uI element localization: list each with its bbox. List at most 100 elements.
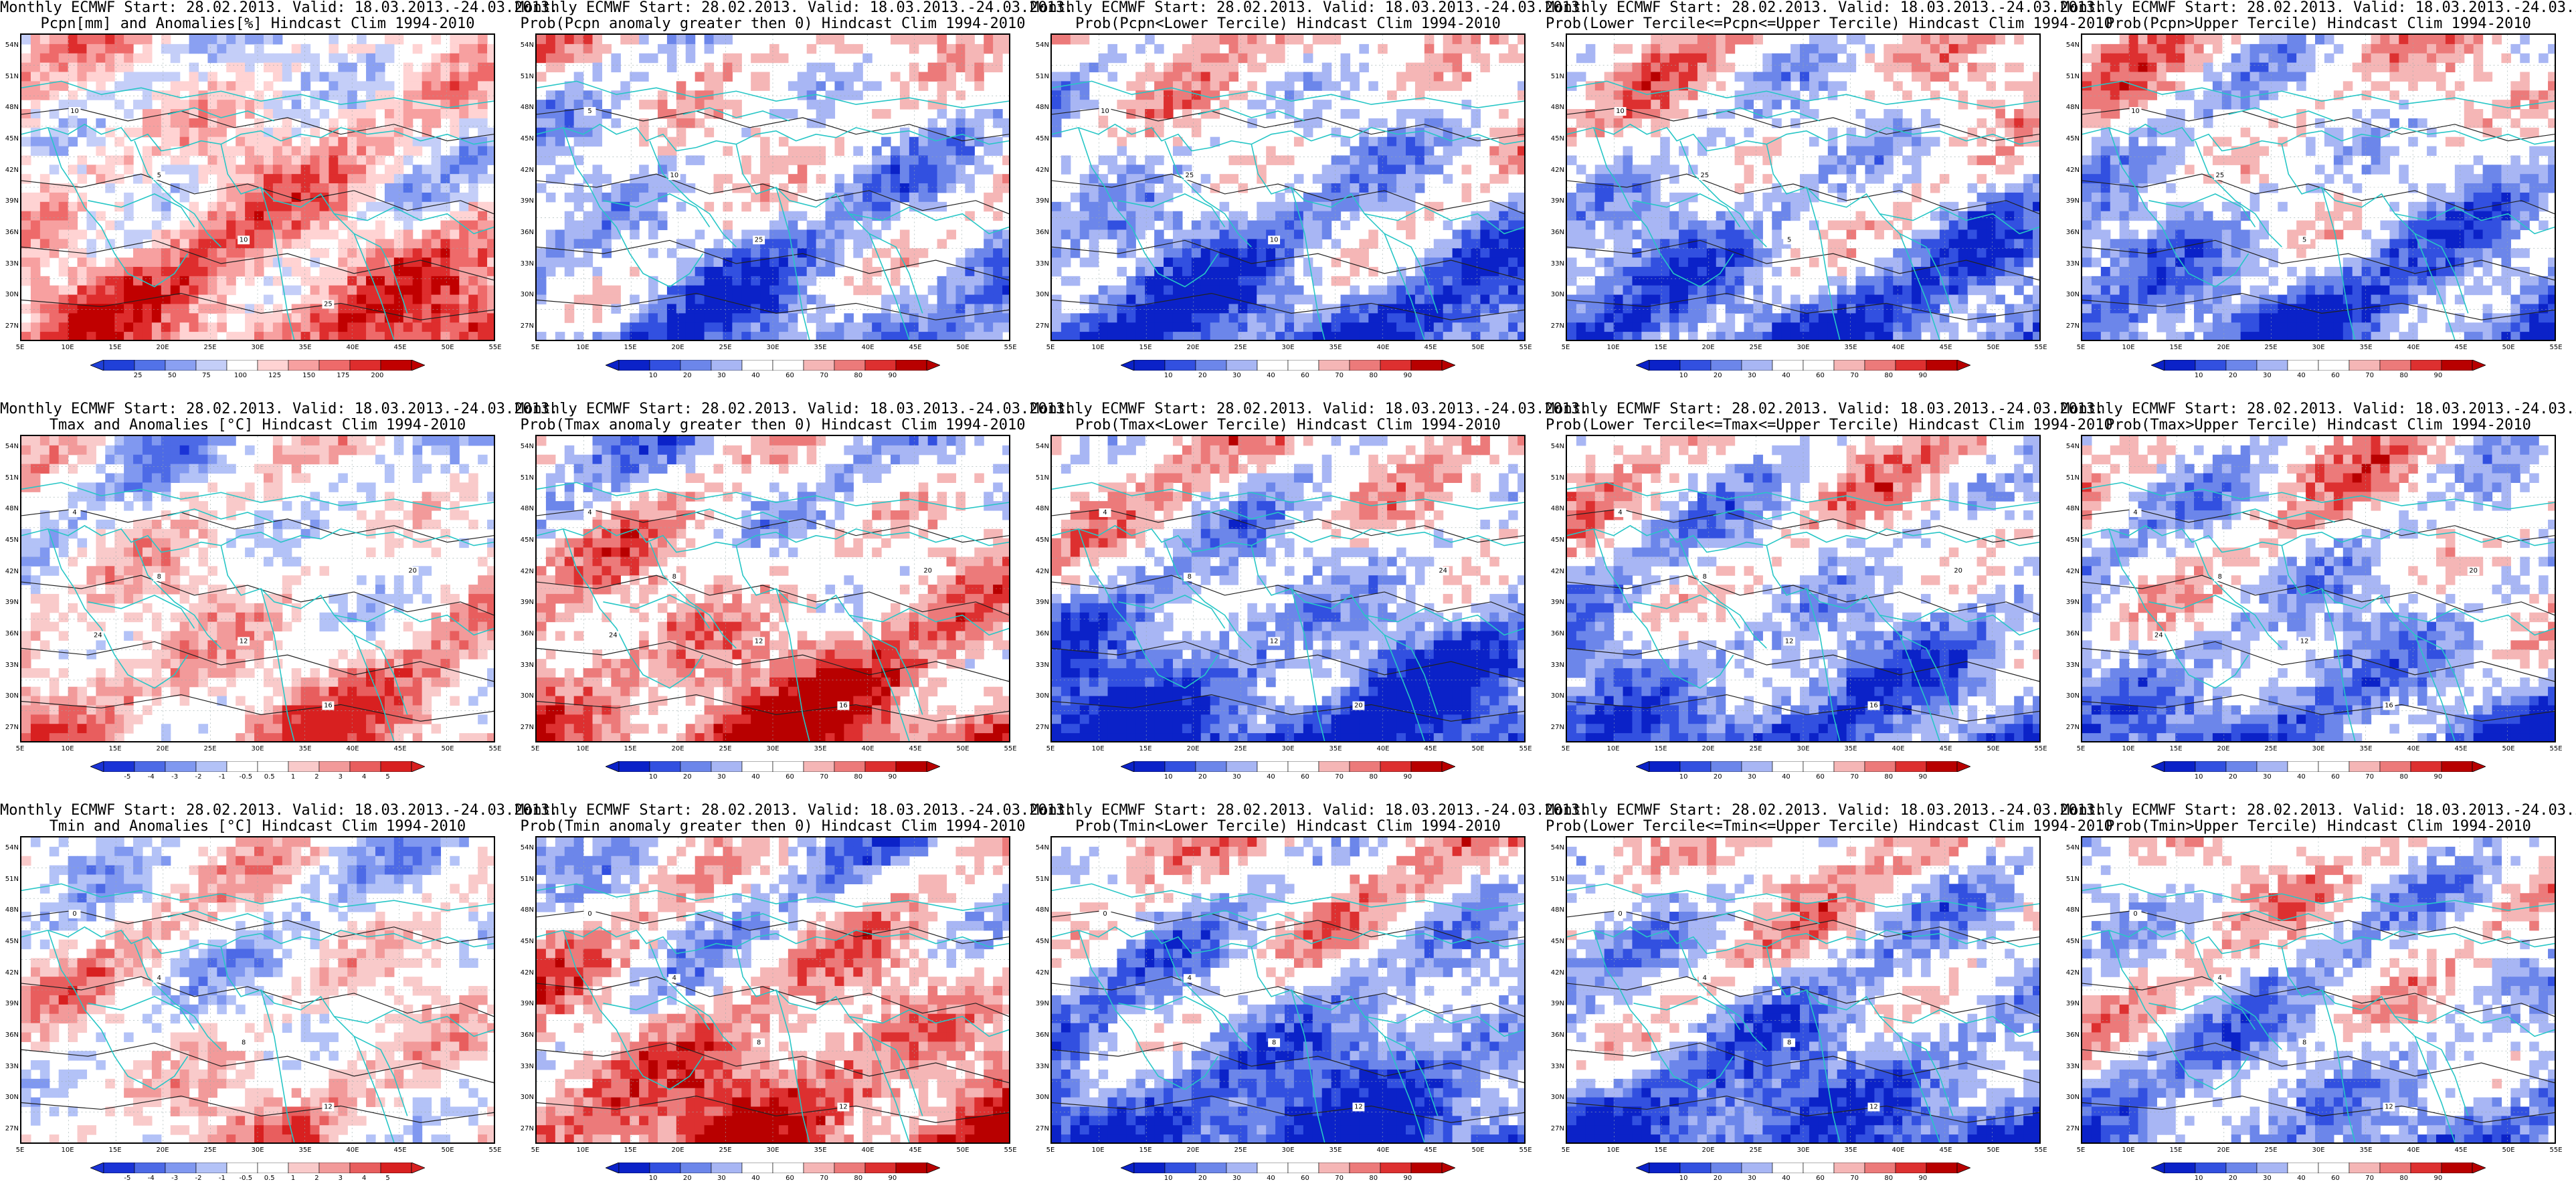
colorbar-tick-label: 3 [338, 773, 343, 781]
lon-tick-label: 50E [441, 745, 454, 752]
lat-tick-label: 36N [520, 1031, 534, 1039]
lat-tick-label: 30N [1035, 291, 1049, 299]
lat-tick-label: 39N [2065, 599, 2080, 607]
field-shading: 10 25 10 [1052, 35, 1524, 340]
lat-tick-label: 42N [2065, 166, 2080, 174]
lon-tick-label: 10E [2122, 745, 2135, 752]
colorbar-tick-label: 20 [1713, 773, 1722, 781]
lat-tick-label: 48N [520, 104, 534, 112]
colorbar-tick-label: 20 [1198, 773, 1207, 781]
lon-tick-label: 15E [1654, 745, 1667, 752]
field-shading: 10 25 5 [1567, 35, 2039, 340]
contour-label: 12 [1783, 637, 1796, 646]
lon-tick-label: 40E [346, 745, 359, 752]
map-field: 0 4 8 12 [1050, 836, 1526, 1144]
lon-tick-label: 5E [531, 1146, 540, 1154]
lat-tick-label: 39N [2065, 1000, 2080, 1008]
contour-label: 4 [668, 974, 680, 983]
colorbar-tick-label: 30 [1232, 1175, 1241, 1182]
lat-tick-label: 30N [520, 291, 534, 299]
colorbar-tick-label: 70 [820, 1175, 829, 1182]
colorbar-tick-label: -3 [171, 773, 179, 781]
lat-tick-label: 54N [5, 41, 19, 49]
lon-tick-label: 20E [1701, 1146, 1715, 1154]
contour-label: 12 [2383, 1102, 2395, 1112]
colorbar-tick-label: 30 [1747, 372, 1756, 379]
map-panel-pcpn-prob-upper: Monthly ECMWF Start: 28.02.2013. Valid: … [2061, 0, 2576, 401]
svg-text:25: 25 [324, 300, 333, 308]
colorbar-tick-label: 90 [1918, 372, 1928, 379]
svg-text:5: 5 [587, 108, 591, 115]
colorbar: 10 20 30 40 60 70 80 90 [1121, 761, 1455, 781]
colorbar-tick-label: 200 [371, 372, 384, 379]
lon-tick-label: 45E [1939, 344, 1952, 351]
lat-tick-label: 54N [520, 844, 534, 851]
lat-tick-label: 45N [520, 135, 534, 142]
colorbar-tick-label: 30 [2262, 773, 2272, 781]
colorbar-tick-label: 10 [1679, 773, 1688, 781]
colorbar: 10 20 30 40 60 70 80 90 [2151, 1163, 2486, 1182]
contour-label: 16 [322, 701, 335, 710]
lat-tick-label: 39N [1550, 599, 1564, 607]
colorbar: 10 20 30 40 60 70 80 90 [1636, 360, 1970, 379]
lat-tick-label: 42N [2065, 969, 2080, 977]
lat-tick-label: 39N [5, 197, 19, 205]
lon-tick-label: 45E [2454, 745, 2468, 752]
colorbar-tick-label: 40 [1267, 1175, 1275, 1182]
colorbar-tick-label: 25 [133, 372, 143, 379]
lat-tick-label: 48N [5, 906, 19, 914]
colorbar: 10 20 30 40 60 70 80 90 [1636, 1163, 1970, 1182]
contour-label: 24 [2152, 631, 2165, 640]
panel-header: Monthly ECMWF Start: 28.02.2013. Valid: … [1030, 0, 1589, 16]
lat-tick-label: 30N [5, 291, 19, 299]
colorbar-tick-label: 30 [717, 1175, 726, 1182]
panel-header: Monthly ECMWF Start: 28.02.2013. Valid: … [515, 0, 1074, 16]
lon-tick-label: 30E [1281, 1146, 1295, 1154]
colorbar-tick-label: 60 [786, 773, 794, 781]
field-shading: 5 10 25 [537, 35, 1009, 340]
contour-label: 10 [1268, 235, 1281, 245]
lon-tick-label: 25E [719, 344, 732, 351]
colorbar-tick-label: 60 [1816, 773, 1825, 781]
lat-tick-label: 45N [1550, 135, 1564, 142]
colorbar-tick-label: 20 [1713, 1175, 1722, 1182]
panel-subtitle: Prob(Lower Tercile<=Pcpn<=Upper Tercile)… [1546, 15, 2113, 32]
lat-tick-label: 54N [520, 41, 534, 49]
lon-tick-label: 35E [814, 344, 827, 351]
panel-subtitle: Prob(Tmin>Upper Tercile) Hindcast Clim 1… [2106, 818, 2531, 835]
lon-tick-label: 35E [1844, 344, 1857, 351]
map-field: 0 4 8 12 [2081, 836, 2556, 1144]
lat-tick-label: 30N [1035, 1094, 1049, 1102]
lat-tick-label: 27N [520, 1125, 534, 1132]
contour-label: 12 [1352, 1102, 1365, 1112]
panel-header: Monthly ECMWF Start: 28.02.2013. Valid: … [1030, 401, 1589, 417]
panel-header: Monthly ECMWF Start: 28.02.2013. Valid: … [2061, 802, 2576, 819]
lon-tick-label: 20E [1186, 745, 1200, 752]
colorbar: 10 20 30 40 60 70 80 90 [2151, 761, 2486, 781]
lon-tick-label: 55E [1004, 745, 1017, 752]
lon-tick-label: 10E [2122, 1146, 2135, 1154]
field-shading: 4 8 12 16 20 24 [537, 436, 1009, 741]
colorbar-tick-label: 30 [2262, 1175, 2272, 1182]
panel-subtitle: Tmin and Anomalies [°C] Hindcast Clim 19… [49, 818, 466, 835]
contour-label: 8 [1183, 573, 1196, 582]
panel-header: Monthly ECMWF Start: 28.02.2013. Valid: … [1546, 0, 2104, 16]
lat-tick-label: 54N [1550, 41, 1564, 49]
lon-tick-label: 40E [1376, 1146, 1390, 1154]
lat-tick-label: 30N [2065, 291, 2080, 299]
map-field: 10 25 5 [1566, 33, 2041, 341]
lat-tick-label: 54N [1035, 41, 1049, 49]
colorbar-tick-label: 0.5 [264, 773, 275, 781]
colorbar-tick-label: 10 [1164, 372, 1173, 379]
lat-tick-label: 39N [1550, 1000, 1564, 1008]
lon-tick-label: 5E [1561, 344, 1570, 351]
contour-label: 4 [2213, 974, 2226, 983]
contour-label: 12 [1268, 637, 1281, 646]
colorbar-tick-label: 10 [1164, 1175, 1173, 1182]
lon-tick-label: 15E [2169, 745, 2183, 752]
map-panel-tmax-prob-lower: Monthly ECMWF Start: 28.02.2013. Valid: … [1030, 401, 1589, 803]
contour-label: 20 [406, 567, 419, 576]
colorbar: -5 -4 -3 -2 -1 -0.5 0.5 1 2 3 4 5 [90, 1163, 425, 1182]
lon-tick-label: 25E [2264, 344, 2278, 351]
lon-tick-label: 10E [576, 745, 589, 752]
